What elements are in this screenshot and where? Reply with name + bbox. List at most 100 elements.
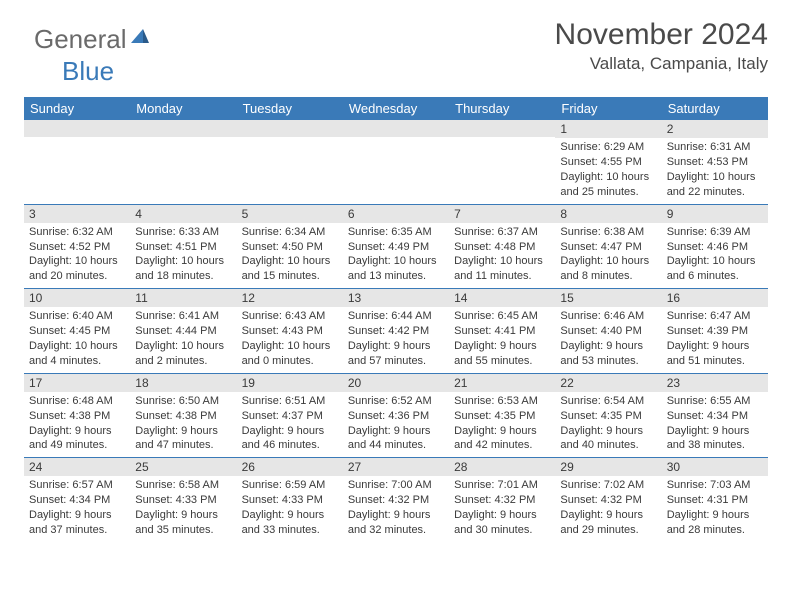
- daylight-line: Daylight: 10 hours and 6 minutes.: [667, 254, 763, 284]
- daylight-line: Daylight: 9 hours and 46 minutes.: [242, 424, 338, 454]
- sunset-line: Sunset: 4:39 PM: [667, 324, 763, 339]
- location: Vallata, Campania, Italy: [555, 54, 768, 74]
- daylight-line: Daylight: 9 hours and 29 minutes.: [560, 508, 656, 538]
- day-header: Wednesday: [343, 97, 449, 120]
- day-number: 15: [555, 289, 661, 307]
- sunset-line: Sunset: 4:37 PM: [242, 409, 338, 424]
- sunset-line: Sunset: 4:31 PM: [667, 493, 763, 508]
- title-block: November 2024 Vallata, Campania, Italy: [555, 18, 768, 74]
- sunrise-line: Sunrise: 6:31 AM: [667, 140, 763, 155]
- sunrise-line: Sunrise: 6:47 AM: [667, 309, 763, 324]
- daylight-line: Daylight: 9 hours and 40 minutes.: [560, 424, 656, 454]
- day-number: 8: [555, 205, 661, 223]
- day-cell: 16Sunrise: 6:47 AMSunset: 4:39 PMDayligh…: [662, 289, 768, 373]
- sunset-line: Sunset: 4:35 PM: [454, 409, 550, 424]
- day-cell: 27Sunrise: 7:00 AMSunset: 4:32 PMDayligh…: [343, 458, 449, 542]
- day-number: 23: [662, 374, 768, 392]
- day-header: Tuesday: [237, 97, 343, 120]
- sunrise-line: Sunrise: 6:46 AM: [560, 309, 656, 324]
- sunrise-line: Sunrise: 6:51 AM: [242, 394, 338, 409]
- day-cell: 14Sunrise: 6:45 AMSunset: 4:41 PMDayligh…: [449, 289, 555, 373]
- day-cell: [449, 120, 555, 204]
- empty-day-bar: [24, 120, 130, 137]
- daylight-line: Daylight: 9 hours and 37 minutes.: [29, 508, 125, 538]
- day-number: 16: [662, 289, 768, 307]
- day-cell: 20Sunrise: 6:52 AMSunset: 4:36 PMDayligh…: [343, 374, 449, 458]
- daylight-line: Daylight: 10 hours and 25 minutes.: [560, 170, 656, 200]
- empty-day-bar: [237, 120, 343, 137]
- day-header: Friday: [555, 97, 661, 120]
- sunrise-line: Sunrise: 6:34 AM: [242, 225, 338, 240]
- sunset-line: Sunset: 4:33 PM: [135, 493, 231, 508]
- sunrise-line: Sunrise: 6:50 AM: [135, 394, 231, 409]
- sunrise-line: Sunrise: 7:03 AM: [667, 478, 763, 493]
- daylight-line: Daylight: 10 hours and 11 minutes.: [454, 254, 550, 284]
- day-cell: 19 Sunrise: 6:51 AMSunset: 4:37 PMDayligh…: [237, 374, 343, 458]
- sunrise-line: Sunrise: 6:52 AM: [348, 394, 444, 409]
- calendar-week: 17Sunrise: 6:48 AMSunset: 4:38 PMDayligh…: [24, 373, 768, 458]
- day-cell: 30Sunrise: 7:03 AMSunset: 4:31 PMDayligh…: [662, 458, 768, 542]
- month-title: November 2024: [555, 18, 768, 52]
- day-number: 2: [662, 120, 768, 138]
- day-number: 20: [343, 374, 449, 392]
- day-number: 28: [449, 458, 555, 476]
- daylight-line: Daylight: 9 hours and 53 minutes.: [560, 339, 656, 369]
- sunset-line: Sunset: 4:48 PM: [454, 240, 550, 255]
- sunset-line: Sunset: 4:38 PM: [29, 409, 125, 424]
- daylight-line: Daylight: 10 hours and 0 minutes.: [242, 339, 338, 369]
- day-cell: [343, 120, 449, 204]
- day-cell: 5Sunrise: 6:34 AMSunset: 4:50 PMDaylight…: [237, 205, 343, 289]
- sunset-line: Sunset: 4:38 PM: [135, 409, 231, 424]
- day-cell: 11Sunrise: 6:41 AMSunset: 4:44 PMDayligh…: [130, 289, 236, 373]
- day-number: 7: [449, 205, 555, 223]
- day-cell: 3Sunrise: 6:32 AMSunset: 4:52 PMDaylight…: [24, 205, 130, 289]
- day-cell: 12Sunrise: 6:43 AMSunset: 4:43 PMDayligh…: [237, 289, 343, 373]
- daylight-line: Daylight: 9 hours and 42 minutes.: [454, 424, 550, 454]
- day-cell: 21Sunrise: 6:53 AMSunset: 4:35 PMDayligh…: [449, 374, 555, 458]
- empty-day-bar: [130, 120, 236, 137]
- sunset-line: Sunset: 4:41 PM: [454, 324, 550, 339]
- sunrise-line: Sunrise: 7:01 AM: [454, 478, 550, 493]
- day-cell: 28Sunrise: 7:01 AMSunset: 4:32 PMDayligh…: [449, 458, 555, 542]
- sunrise-line: Sunrise: 6:55 AM: [667, 394, 763, 409]
- daylight-line: Daylight: 10 hours and 18 minutes.: [135, 254, 231, 284]
- day-number: 27: [343, 458, 449, 476]
- day-cell: 26Sunrise: 6:59 AMSunset: 4:33 PMDayligh…: [237, 458, 343, 542]
- day-cell: 15 Sunrise: 6:46 AMSunset: 4:40 PMDayligh…: [555, 289, 661, 373]
- day-header: Sunday: [24, 97, 130, 120]
- sunset-line: Sunset: 4:45 PM: [29, 324, 125, 339]
- empty-day-bar: [343, 120, 449, 137]
- day-number: 9: [662, 205, 768, 223]
- daylight-line: Daylight: 9 hours and 33 minutes.: [242, 508, 338, 538]
- daylight-line: Daylight: 9 hours and 28 minutes.: [667, 508, 763, 538]
- sunset-line: Sunset: 4:49 PM: [348, 240, 444, 255]
- sunrise-line: Sunrise: 6:32 AM: [29, 225, 125, 240]
- daylight-line: Daylight: 10 hours and 22 minutes.: [667, 170, 763, 200]
- daylight-line: Daylight: 9 hours and 49 minutes.: [29, 424, 125, 454]
- sunrise-line: Sunrise: 6:29 AM: [560, 140, 656, 155]
- day-number: 17: [24, 374, 130, 392]
- day-cell: 2Sunrise: 6:31 AMSunset: 4:53 PMDaylight…: [662, 120, 768, 204]
- sunset-line: Sunset: 4:50 PM: [242, 240, 338, 255]
- sunrise-line: Sunrise: 6:39 AM: [667, 225, 763, 240]
- sunrise-line: Sunrise: 6:37 AM: [454, 225, 550, 240]
- day-number: 10: [24, 289, 130, 307]
- day-cell: 4Sunrise: 6:33 AMSunset: 4:51 PMDaylight…: [130, 205, 236, 289]
- day-cell: 24Sunrise: 6:57 AMSunset: 4:34 PMDayligh…: [24, 458, 130, 542]
- day-number: 19: [237, 374, 343, 392]
- day-cell: 6Sunrise: 6:35 AMSunset: 4:49 PMDaylight…: [343, 205, 449, 289]
- day-cell: [237, 120, 343, 204]
- sunset-line: Sunset: 4:40 PM: [560, 324, 656, 339]
- daylight-line: Daylight: 9 hours and 55 minutes.: [454, 339, 550, 369]
- calendar-week: 3Sunrise: 6:32 AMSunset: 4:52 PMDaylight…: [24, 204, 768, 289]
- sunset-line: Sunset: 4:33 PM: [242, 493, 338, 508]
- day-cell: 7 Sunrise: 6:37 AMSunset: 4:48 PMDaylight…: [449, 205, 555, 289]
- sunrise-line: Sunrise: 6:45 AM: [454, 309, 550, 324]
- sunset-line: Sunset: 4:42 PM: [348, 324, 444, 339]
- day-number: 21: [449, 374, 555, 392]
- day-cell: 18Sunrise: 6:50 AMSunset: 4:38 PMDayligh…: [130, 374, 236, 458]
- daylight-line: Daylight: 10 hours and 2 minutes.: [135, 339, 231, 369]
- calendar-body: 1Sunrise: 6:29 AMSunset: 4:55 PMDaylight…: [24, 120, 768, 542]
- day-header: Saturday: [662, 97, 768, 120]
- sunrise-line: Sunrise: 6:57 AM: [29, 478, 125, 493]
